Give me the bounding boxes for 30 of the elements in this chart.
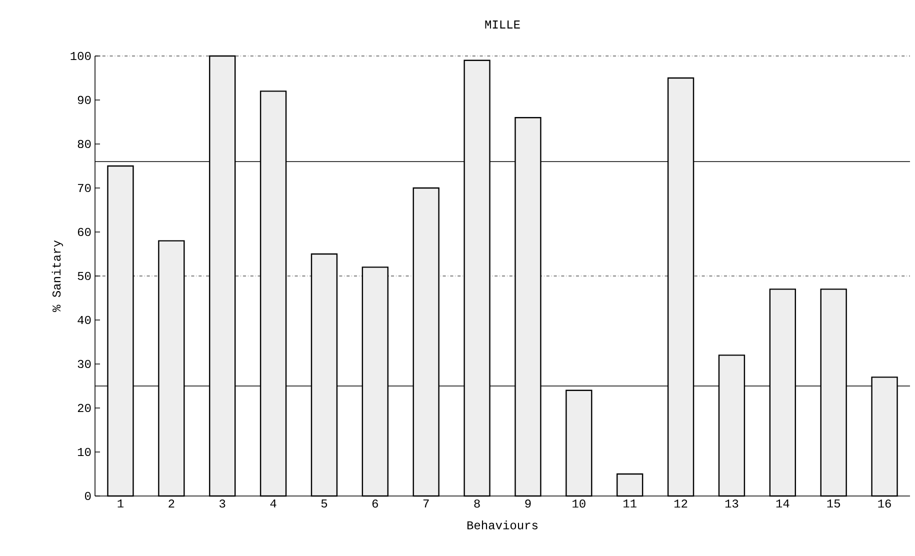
y-tick-label: 60 (78, 228, 91, 236)
x-tick-label: 1 (118, 500, 124, 508)
x-tick-label: 6 (372, 500, 378, 508)
x-tick-label: 16 (878, 500, 891, 508)
x-tick-label: 5 (321, 500, 328, 508)
x-axis-title: Behaviours (467, 520, 538, 530)
x-tick-label: 7 (423, 500, 429, 508)
x-tick-label: 12 (674, 500, 688, 508)
y-tick-label: 0 (85, 492, 91, 500)
y-tick-label: 10 (78, 448, 91, 456)
x-tick-label: 4 (270, 500, 276, 508)
x-tick-label: 11 (624, 500, 636, 508)
x-tick-label: 13 (725, 500, 738, 508)
x-tick-label: 8 (474, 500, 480, 508)
x-tick-label: 15 (827, 500, 840, 508)
x-tick-label: 10 (572, 500, 586, 508)
chart-title: MILLE (485, 20, 520, 28)
y-tick-label: 100 (70, 52, 91, 60)
x-tick-label: 2 (168, 500, 174, 508)
x-tick-label: 9 (525, 500, 531, 508)
y-tick-label: 20 (78, 404, 91, 412)
y-tick-label: 70 (78, 184, 91, 192)
y-tick-label: 40 (78, 316, 91, 324)
y-tick-label: 50 (78, 272, 91, 280)
y-tick-label: 90 (78, 96, 91, 104)
x-tick-label: 3 (220, 500, 226, 508)
y-axis-title: % Sanitary (52, 240, 64, 312)
y-tick-label: 30 (78, 360, 91, 368)
y-tick-label: 80 (78, 140, 91, 148)
x-tick-label: 14 (776, 500, 790, 508)
